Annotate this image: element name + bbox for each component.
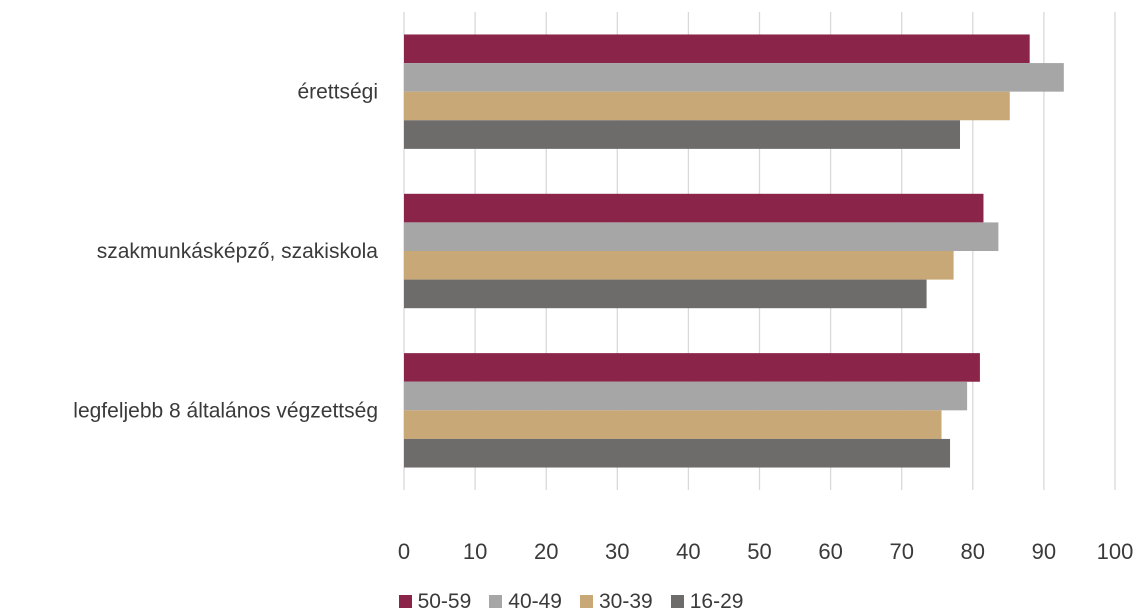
x-tick-label: 80 bbox=[961, 539, 985, 564]
legend-swatch bbox=[670, 595, 684, 608]
legend-swatch bbox=[398, 595, 412, 608]
x-tick-label: 60 bbox=[818, 539, 842, 564]
legend-swatch bbox=[580, 595, 593, 608]
category-label: érettségi bbox=[297, 81, 378, 104]
bar-16-29-1 bbox=[404, 279, 927, 309]
x-tick-label: 0 bbox=[398, 539, 410, 564]
bar-40-49-0 bbox=[404, 63, 1064, 92]
x-tick-label: 20 bbox=[534, 539, 558, 564]
legend-label: 40-49 bbox=[508, 589, 562, 613]
legend: 50-59 40-49 30-39 16-29 bbox=[0, 588, 1142, 615]
bar-50-59-1 bbox=[404, 193, 984, 223]
legend-item: 16-29 bbox=[670, 589, 744, 614]
legend-label: 50-59 bbox=[417, 589, 472, 613]
bar-50-59-2 bbox=[404, 353, 980, 382]
legend-swatch bbox=[489, 595, 503, 608]
legend-item: 50-59 bbox=[398, 589, 472, 614]
bar-30-39-1 bbox=[404, 251, 954, 280]
x-tick-label: 70 bbox=[889, 539, 913, 564]
bar-30-39-2 bbox=[404, 410, 942, 439]
x-tick-label: 100 bbox=[1097, 539, 1134, 564]
bar-50-59-0 bbox=[404, 34, 1030, 64]
bar-chart: 0 10 20 30 40 50 60 70 80 90 100 érettségi szakmunká… bbox=[73, 12, 1134, 564]
category-label: legfeljebb 8 általános végzettség bbox=[73, 399, 378, 422]
x-tick-label: 30 bbox=[605, 539, 629, 564]
x-tick-label: 10 bbox=[463, 539, 487, 564]
legend-item: 40-49 bbox=[489, 590, 562, 614]
bar-40-49-2 bbox=[404, 381, 968, 411]
bar-30-39-0 bbox=[404, 91, 1010, 121]
legend-label: 30-39 bbox=[599, 589, 653, 613]
bar-16-29-2 bbox=[404, 438, 951, 468]
bar-40-49-1 bbox=[404, 222, 999, 251]
x-tick-label: 40 bbox=[676, 539, 700, 564]
x-tick-label: 50 bbox=[747, 539, 771, 564]
legend-item: 30-39 bbox=[580, 590, 653, 614]
category-label: szakmunkásképző, szakiskola bbox=[97, 240, 379, 263]
legend-label: 16-29 bbox=[689, 589, 744, 613]
x-tick-label: 90 bbox=[1032, 539, 1056, 564]
bar-16-29-0 bbox=[404, 120, 961, 149]
